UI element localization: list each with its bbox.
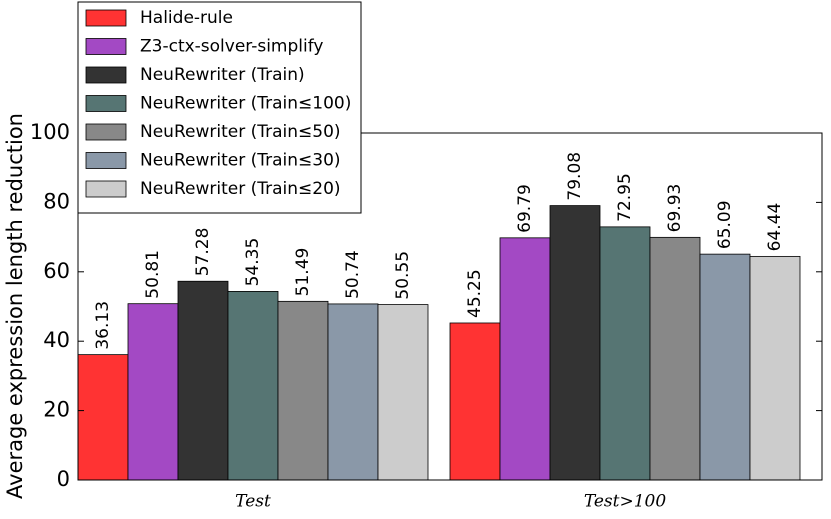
bar	[749, 255, 801, 481]
bar	[649, 236, 701, 481]
y-tick-label: 100	[30, 120, 70, 144]
bar	[699, 253, 751, 481]
x-tick-label: Test	[235, 492, 271, 512]
legend-label: NeuRewriter (Train≤30)	[140, 151, 341, 171]
y-tick-label: 20	[43, 398, 70, 422]
value-label: 50.74	[343, 250, 363, 299]
legend-swatch	[85, 95, 127, 112]
value-label: 51.49	[293, 248, 313, 297]
y-axis-label: Average expression length reduction	[3, 113, 27, 499]
legend-swatch	[85, 9, 127, 27]
value-label: 69.93	[665, 184, 685, 233]
value-label: 54.35	[243, 238, 263, 287]
y-tick-label: 0	[57, 467, 70, 491]
value-label: 50.55	[393, 251, 413, 300]
bar	[227, 291, 279, 481]
bar	[499, 237, 551, 481]
value-label: 65.09	[715, 200, 735, 249]
bar	[599, 226, 651, 481]
y-tick-label: 80	[43, 189, 70, 213]
value-label: 45.25	[465, 269, 485, 318]
legend-swatch	[85, 152, 127, 169]
bar	[177, 280, 229, 481]
y-tick-label: 60	[43, 259, 70, 283]
legend-label: Halide-rule	[140, 8, 233, 28]
plot-frame	[77, 132, 823, 481]
value-label: 79.08	[565, 152, 585, 201]
bar	[327, 303, 379, 481]
legend-label: NeuRewriter (Train≤50)	[140, 122, 341, 142]
bar	[77, 354, 129, 481]
y-tick-label: 40	[43, 328, 70, 352]
value-label: 36.13	[93, 301, 113, 350]
bar	[277, 300, 329, 481]
bar	[127, 303, 179, 481]
legend-swatch	[85, 123, 127, 141]
x-tick-label: Test>100	[584, 492, 667, 512]
legend-label: NeuRewriter (Train≤100)	[140, 94, 351, 114]
bar	[449, 322, 501, 481]
bar	[377, 304, 429, 481]
value-label: 69.79	[515, 184, 535, 233]
legend-swatch	[85, 66, 127, 84]
value-label: 50.81	[143, 250, 163, 299]
legend-label: NeuRewriter (Train)	[140, 65, 305, 85]
legend: Halide-rule Z3-ctx-solver-simplify NeuRewr…	[77, 1, 362, 214]
bar	[549, 205, 601, 481]
legend-swatch	[85, 38, 127, 55]
legend-label: NeuRewriter (Train≤20)	[140, 179, 341, 199]
legend-swatch	[85, 180, 127, 198]
legend-label: Z3-ctx-solver-simplify	[140, 37, 323, 57]
value-label: 57.28	[193, 228, 213, 277]
value-label: 72.95	[615, 173, 635, 222]
value-label: 64.44	[765, 203, 785, 252]
